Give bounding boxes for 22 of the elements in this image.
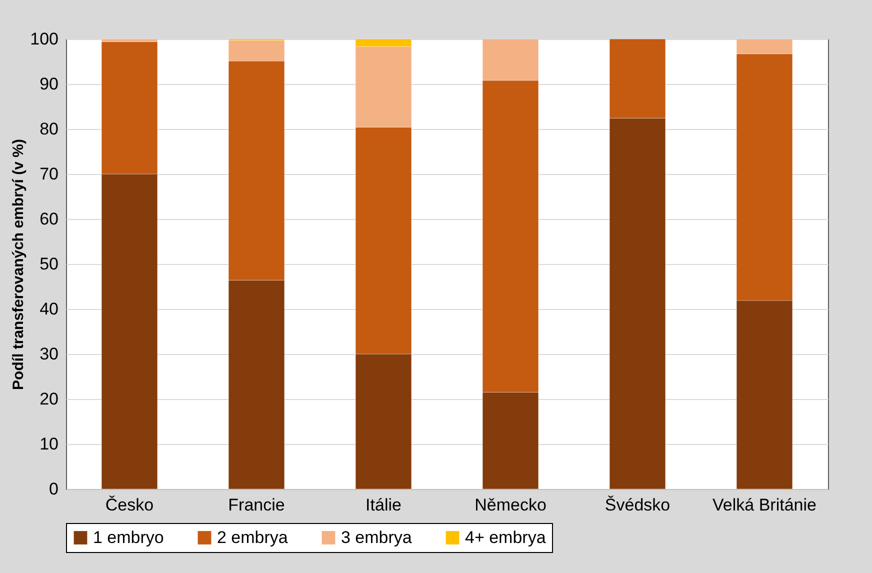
legend-label: 4+ embrya bbox=[465, 528, 546, 547]
x-tick-label: Francie bbox=[228, 496, 285, 514]
y-tick-label: 10 bbox=[40, 434, 58, 454]
y-tick-label: 20 bbox=[40, 390, 58, 408]
y-axis-title: Podíl transferovaných embryí (v %) bbox=[10, 139, 28, 390]
x-tick-label: Německo bbox=[474, 496, 546, 514]
legend-label: 2 embrya bbox=[217, 528, 288, 547]
y-tick-label: 30 bbox=[40, 344, 58, 364]
x-tick-label: Česko bbox=[105, 496, 154, 514]
legend-label: 1 embryo bbox=[93, 528, 164, 547]
y-tick-label: 60 bbox=[40, 210, 58, 228]
y-tick-label: 50 bbox=[40, 254, 58, 274]
x-tick-label: Švédsko bbox=[604, 496, 670, 514]
y-tick-label: 40 bbox=[40, 300, 58, 318]
x-tick-label: Itálie bbox=[366, 496, 402, 514]
y-tick-label: 70 bbox=[40, 164, 58, 184]
x-tick-label: Velká Británie bbox=[712, 496, 816, 514]
y-tick-label: 0 bbox=[49, 480, 58, 498]
y-tick-label: 90 bbox=[40, 74, 58, 94]
legend-label: 3 embrya bbox=[341, 528, 412, 547]
y-tick-label: 80 bbox=[40, 120, 58, 138]
y-tick-label: 100 bbox=[30, 30, 58, 48]
